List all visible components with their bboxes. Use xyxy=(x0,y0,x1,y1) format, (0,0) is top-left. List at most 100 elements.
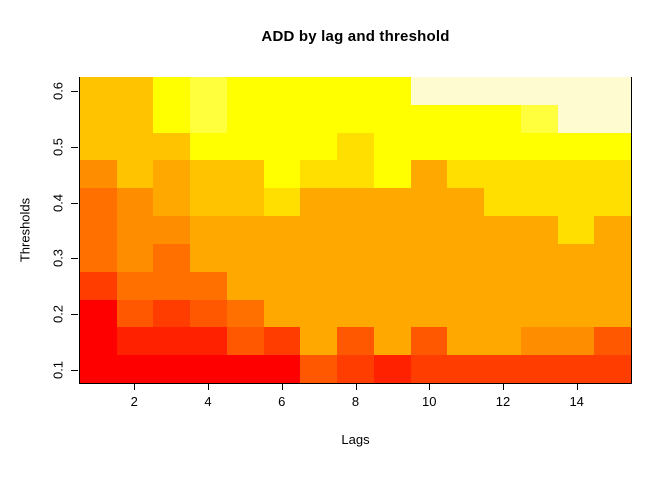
heatmap-cell xyxy=(300,188,338,217)
heatmap-cell xyxy=(594,188,631,217)
x-tick-label: 8 xyxy=(351,394,360,409)
heatmap-cell xyxy=(337,216,374,244)
heatmap-cell xyxy=(190,355,227,383)
x-axis-ticks: 2 4 6 8 10 12 14 xyxy=(79,383,632,417)
heatmap-cell xyxy=(337,243,374,272)
heatmap-cell xyxy=(153,355,191,383)
heatmap-cell xyxy=(520,216,558,244)
heatmap-cell xyxy=(263,77,301,105)
heatmap-cell xyxy=(594,77,631,105)
heatmap-cell xyxy=(410,77,448,105)
heatmap-cell xyxy=(263,243,301,272)
heatmap-cell xyxy=(373,355,411,383)
heatmap-cell xyxy=(520,271,558,300)
heatmap-cell xyxy=(594,104,631,133)
heatmap-cell xyxy=(557,216,595,244)
heatmap-cell xyxy=(116,216,154,244)
heatmap-cell xyxy=(116,77,154,105)
heatmap-cell xyxy=(153,271,191,300)
heatmap-cell xyxy=(116,188,154,217)
heatmap-cell xyxy=(373,188,411,217)
heatmap-cell xyxy=(557,132,595,161)
heatmap-cell xyxy=(557,299,595,328)
heatmap-cell xyxy=(226,188,264,217)
heatmap-cell xyxy=(557,104,595,133)
heatmap-cell xyxy=(373,160,411,189)
heatmap-cell xyxy=(373,216,411,244)
heatmap-cell xyxy=(484,299,521,328)
heatmap-cell xyxy=(337,160,374,189)
heatmap-cell xyxy=(337,132,374,161)
heatmap-cell xyxy=(190,216,227,244)
heatmap-cell xyxy=(484,327,521,356)
heatmap-cell xyxy=(80,188,117,217)
heatmap-cell xyxy=(520,104,558,133)
heatmap-cell xyxy=(300,160,338,189)
x-tick-label: 6 xyxy=(278,394,286,409)
heatmap-cell xyxy=(190,327,227,356)
heatmap-cell xyxy=(594,216,631,244)
heatmap-cell xyxy=(484,132,521,161)
heatmap-cell xyxy=(153,243,191,272)
y-tick-label: 0.3 xyxy=(50,249,66,268)
heatmap-grid xyxy=(79,77,632,384)
heatmap-cell xyxy=(410,132,448,161)
heatmap-cell xyxy=(447,243,485,272)
y-tick-label: 0.5 xyxy=(50,137,66,156)
heatmap-cell xyxy=(594,299,631,328)
heatmap-cell xyxy=(594,271,631,300)
y-tick-mark xyxy=(71,370,78,372)
heatmap-cell xyxy=(80,355,117,383)
heatmap-cell xyxy=(447,132,485,161)
x-tick-mark xyxy=(281,384,283,390)
heatmap-cell xyxy=(153,160,191,189)
heatmap-cell xyxy=(80,327,117,356)
heatmap-cell xyxy=(80,132,117,161)
heatmap-cell xyxy=(263,216,301,244)
heatmap-cell xyxy=(520,327,558,356)
heatmap-cell xyxy=(337,355,374,383)
heatmap-cell xyxy=(520,299,558,328)
heatmap-cell xyxy=(263,327,301,356)
heatmap-cell xyxy=(226,77,264,105)
heatmap-cell xyxy=(447,77,485,105)
heatmap-cell xyxy=(373,271,411,300)
x-tick-mark xyxy=(576,384,578,390)
x-tick-label: 2 xyxy=(130,394,138,409)
heatmap-cell xyxy=(484,271,521,300)
heatmap-cell xyxy=(116,132,154,161)
y-axis-title: Thresholds xyxy=(17,197,33,263)
heatmap-cell xyxy=(447,355,485,383)
x-tick-label: 10 xyxy=(421,394,437,409)
heatmap-cell xyxy=(447,160,485,189)
heatmap-cell xyxy=(410,243,448,272)
heatmap-cell xyxy=(337,188,374,217)
heatmap-cell xyxy=(594,355,631,383)
heatmap-cell xyxy=(226,132,264,161)
heatmap-cell xyxy=(80,243,117,272)
heatmap-cell xyxy=(520,132,558,161)
heatmap-cell xyxy=(190,243,227,272)
heatmap-cell xyxy=(116,243,154,272)
heatmap-cell xyxy=(226,243,264,272)
heatmap-cell xyxy=(116,104,154,133)
heatmap-cell xyxy=(520,77,558,105)
x-axis-title: Lags xyxy=(341,432,370,447)
heatmap-cell xyxy=(116,160,154,189)
heatmap-cell xyxy=(410,327,448,356)
heatmap-cell xyxy=(373,77,411,105)
heatmap-cell xyxy=(226,160,264,189)
heatmap-cell xyxy=(190,104,227,133)
heatmap-cell xyxy=(373,132,411,161)
heatmap-cell xyxy=(557,243,595,272)
heatmap-cell xyxy=(484,243,521,272)
heatmap-cell xyxy=(300,355,338,383)
heatmap-cell xyxy=(410,104,448,133)
chart-title: ADD by lag and threshold xyxy=(261,28,450,45)
y-tick-mark xyxy=(71,258,78,260)
heatmap-cell xyxy=(80,77,117,105)
heatmap-cell xyxy=(557,188,595,217)
heatmap-cell xyxy=(190,132,227,161)
heatmap-cell xyxy=(557,160,595,189)
heatmap-cell xyxy=(337,327,374,356)
